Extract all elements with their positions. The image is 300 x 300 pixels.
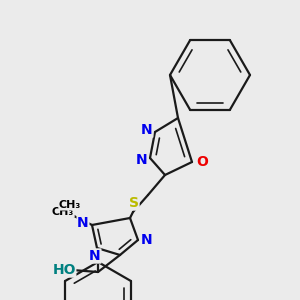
Text: N: N xyxy=(77,216,89,230)
Text: HO: HO xyxy=(52,263,76,277)
Text: CH₃: CH₃ xyxy=(59,200,81,210)
Text: O: O xyxy=(196,155,208,169)
Text: N: N xyxy=(136,153,148,167)
Text: N: N xyxy=(89,249,101,263)
Text: S: S xyxy=(129,196,139,210)
Text: CH₃: CH₃ xyxy=(52,207,74,217)
Text: N: N xyxy=(141,123,153,137)
Text: N: N xyxy=(141,233,153,247)
